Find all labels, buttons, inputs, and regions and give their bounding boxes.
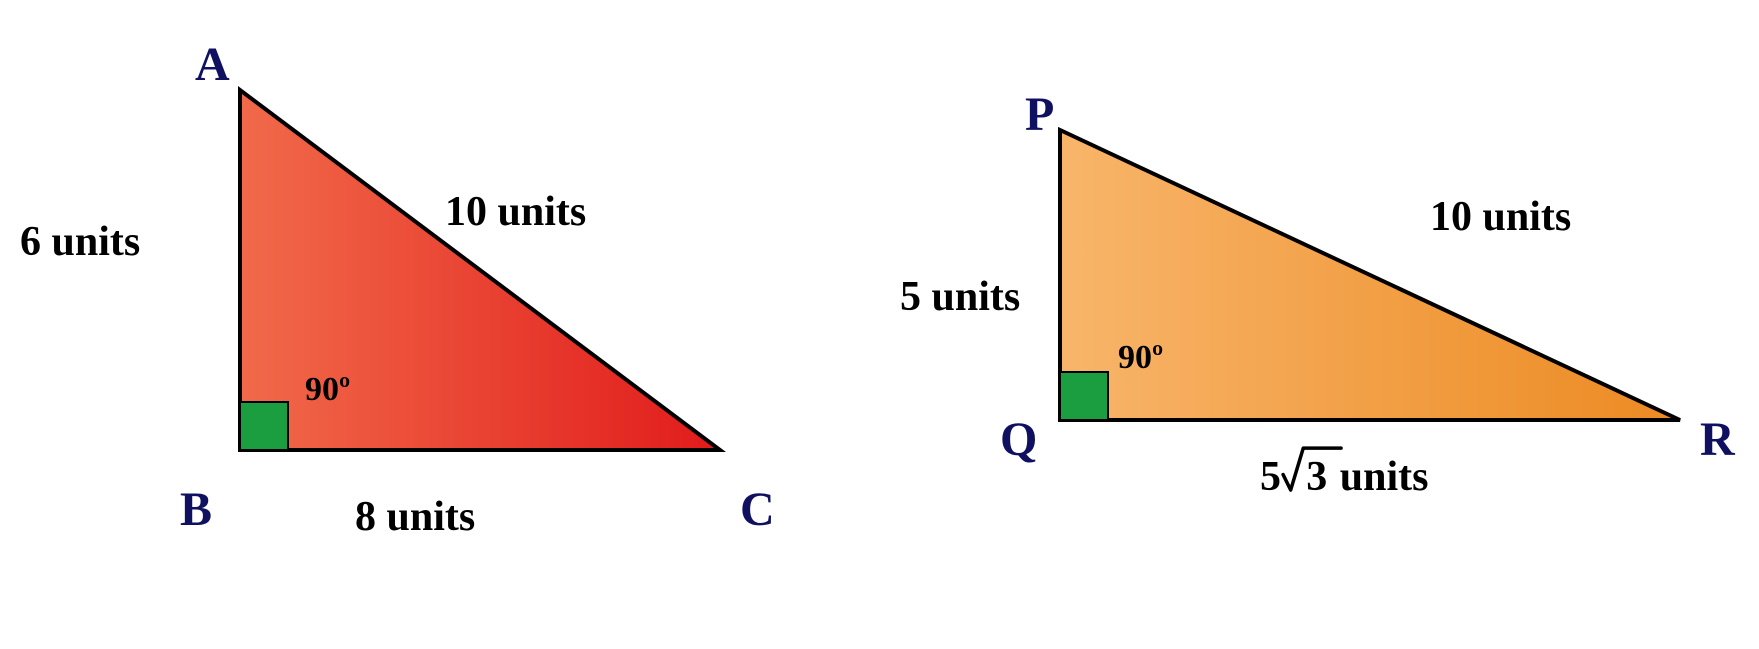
vertex-label-B: B <box>180 483 212 536</box>
angle-label-1: 90º <box>305 371 350 408</box>
side-label-PQ: 5 units <box>900 274 1020 320</box>
side-label-QR: 53 units <box>1260 448 1429 500</box>
side-label-AC: 10 units <box>445 189 586 235</box>
vertex-label-A: A <box>195 38 230 91</box>
triangle-2 <box>1060 130 1680 420</box>
side-label-AB: 6 units <box>20 219 140 265</box>
right-angle-marker-2 <box>1060 372 1108 420</box>
vertex-label-R: R <box>1700 413 1736 466</box>
side-label-BC: 8 units <box>355 494 475 540</box>
angle-label-2: 90º <box>1118 339 1163 376</box>
side-label-PR: 10 units <box>1430 194 1571 240</box>
vertex-label-C: C <box>740 483 775 536</box>
svg-text:3: 3 <box>1306 454 1327 500</box>
svg-text:units: units <box>1340 454 1429 500</box>
vertex-label-Q: Q <box>1000 413 1037 466</box>
vertex-label-P: P <box>1025 88 1054 141</box>
right-angle-marker-1 <box>240 402 288 450</box>
svg-text:5: 5 <box>1260 454 1281 500</box>
